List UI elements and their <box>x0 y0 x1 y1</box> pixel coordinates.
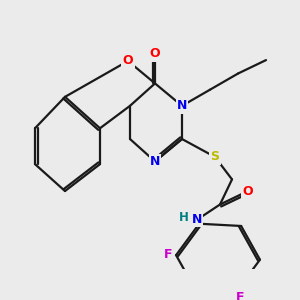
Text: F: F <box>236 291 244 300</box>
Text: S: S <box>211 151 220 164</box>
Text: O: O <box>243 184 253 197</box>
Text: N: N <box>150 155 160 168</box>
Text: N: N <box>177 99 187 112</box>
Text: N: N <box>192 213 202 226</box>
Text: F: F <box>164 248 172 261</box>
Text: O: O <box>150 47 160 60</box>
Text: H: H <box>179 212 189 224</box>
Text: O: O <box>123 55 133 68</box>
